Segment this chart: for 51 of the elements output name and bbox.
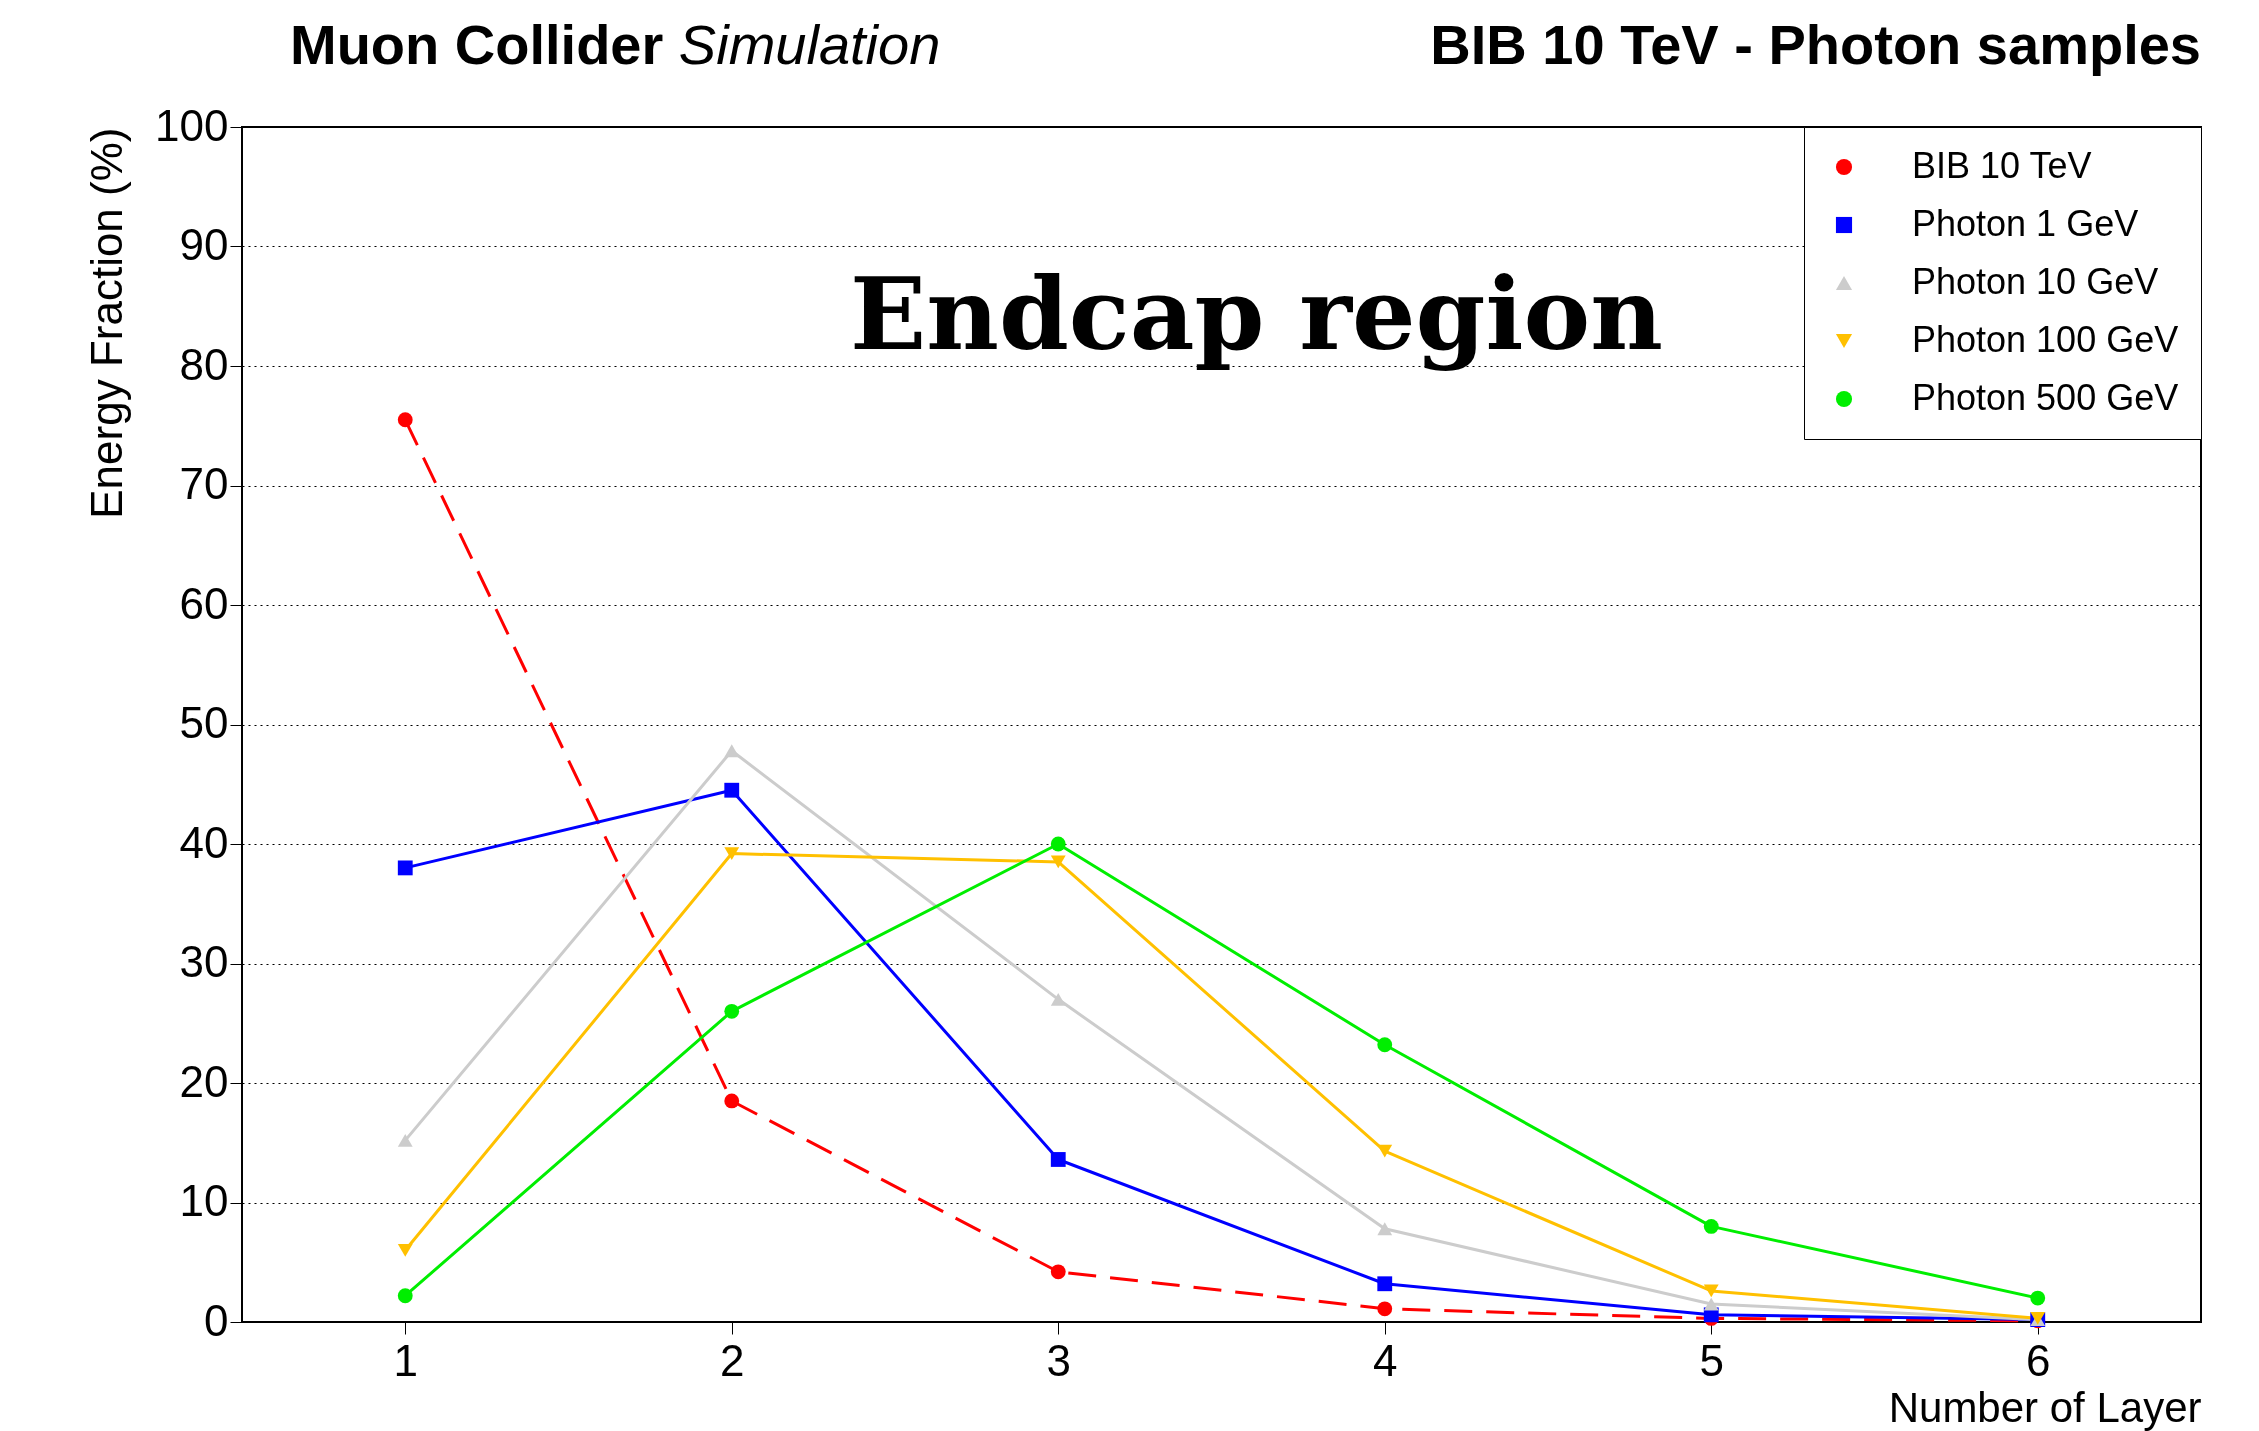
point: [1703, 1297, 1719, 1311]
point: [1703, 1219, 1719, 1234]
y-tick-label: 0: [204, 1295, 229, 1345]
legend-label: Photon 10 GeV: [1912, 261, 2159, 302]
annotation: Endcap region: [850, 255, 1663, 373]
chart-title: Muon Collider Simulation: [290, 12, 941, 77]
point: [724, 847, 740, 860]
point: [1050, 992, 1066, 1006]
point: [1377, 1301, 1393, 1317]
point: [1050, 1152, 1066, 1167]
chart-subtitle: BIB 10 TeV - Photon samples: [1430, 12, 2201, 77]
x-tick-label: 1: [393, 1335, 418, 1385]
point: [724, 744, 740, 758]
x-tick-label: 5: [1699, 1335, 1724, 1385]
point: [1050, 1264, 1066, 1280]
y-tick-label: 80: [179, 339, 229, 389]
legend-label: BIB 10 TeV: [1912, 145, 2092, 186]
y-axis-title: Energy Fraction (%): [82, 127, 132, 519]
y-tick-label: 70: [179, 459, 229, 508]
point: [397, 860, 413, 876]
point: [397, 412, 413, 428]
point: [1377, 1144, 1393, 1158]
point: [397, 1288, 413, 1304]
x-tick-label: 3: [1046, 1335, 1071, 1385]
point: [397, 1133, 413, 1147]
legend-label: Photon 100 GeV: [1912, 319, 2179, 360]
y-tick-label: 50: [179, 698, 229, 747]
x-axis-title: Number of Layer: [1888, 1383, 2202, 1431]
y-tick-label: 40: [179, 817, 229, 867]
legend-label: Photon 500 GeV: [1912, 377, 2179, 418]
x-tick-label: 4: [1373, 1335, 1398, 1385]
point: [2030, 1290, 2046, 1306]
y-tick-label: 10: [179, 1176, 229, 1225]
y-tick-label: 60: [179, 578, 229, 628]
y-tick-label: 90: [179, 220, 229, 269]
point: [1377, 1276, 1393, 1292]
point: [1050, 836, 1066, 852]
point: [724, 782, 740, 798]
y-tick-label: 30: [179, 937, 229, 986]
point: [1377, 1037, 1393, 1053]
point: [397, 1243, 413, 1257]
point: [1703, 1284, 1719, 1298]
legend-label: Photon 1 GeV: [1912, 203, 2139, 244]
point: [724, 1003, 740, 1019]
point: [1377, 1222, 1393, 1236]
x-tick-label: 2: [720, 1335, 745, 1385]
y-tick-label: 100: [155, 100, 229, 150]
y-tick-label: 20: [179, 1056, 229, 1106]
point: [724, 1093, 740, 1109]
point: [1050, 855, 1066, 869]
x-tick-label: 6: [2026, 1335, 2051, 1385]
